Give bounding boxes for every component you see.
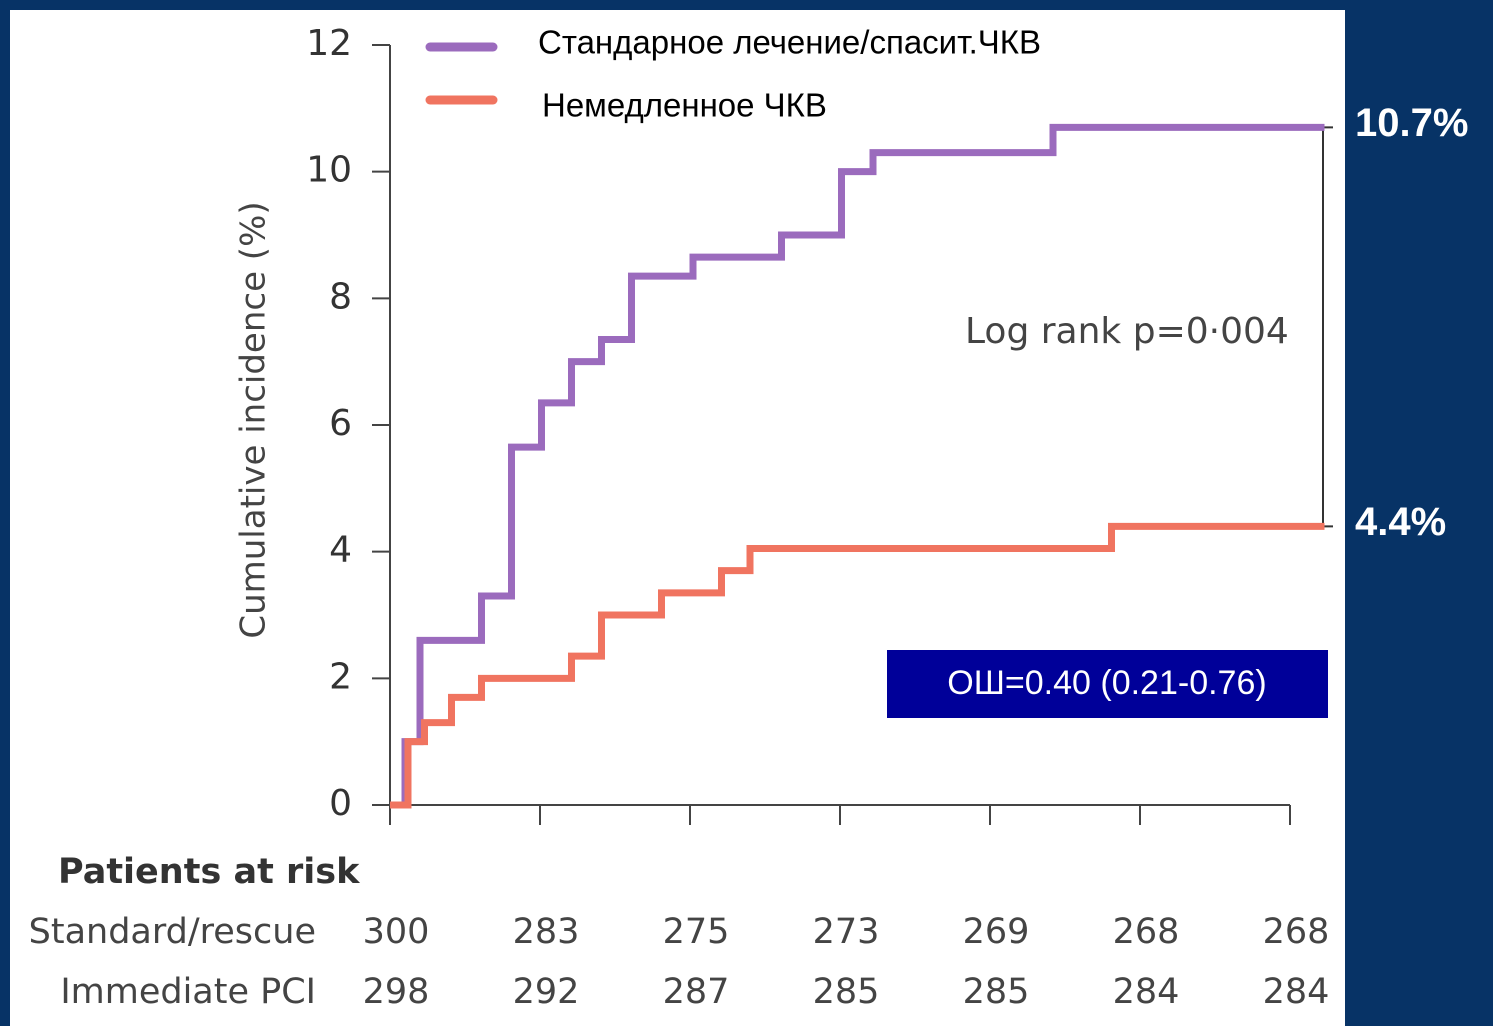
- step-line: [390, 522, 1325, 809]
- risk-row-label: Immediate PCI: [60, 972, 316, 1012]
- y-tick-label: 12: [306, 23, 352, 64]
- risk-value: 284: [1263, 972, 1330, 1012]
- annotation-box: [887, 650, 1328, 718]
- value-label: 10.7%: [1355, 101, 1468, 145]
- risk-value: 268: [1113, 912, 1180, 952]
- annotation: ОШ=0.40 (0.21-0.76): [947, 664, 1266, 702]
- y-tick-label: 6: [329, 403, 352, 444]
- risk-value: 269: [963, 912, 1030, 952]
- panel: [10, 10, 1345, 1026]
- risk-value: 275: [663, 912, 730, 952]
- risk-value: 298: [363, 972, 430, 1012]
- risk-value: 273: [813, 912, 880, 952]
- value-label: 4.4%: [1355, 500, 1446, 544]
- risk-value: 287: [663, 972, 730, 1012]
- risk-value: 292: [513, 972, 580, 1012]
- risk-value: 300: [363, 912, 430, 952]
- y-tick-label: 4: [329, 530, 352, 571]
- risk-row-label: Standard/rescue: [29, 912, 316, 952]
- risk-value: 285: [813, 972, 880, 1012]
- risk-value: 283: [513, 912, 580, 952]
- risk-value: 285: [963, 972, 1030, 1012]
- risk-value: 284: [1113, 972, 1180, 1012]
- annotation: Log rank p=0·004: [965, 311, 1289, 352]
- step-line: [390, 123, 1325, 809]
- risk-value: 268: [1263, 912, 1330, 952]
- y-tick-label: 0: [329, 783, 352, 824]
- legend-label: Стандарное лечение/спасит.ЧКВ: [538, 24, 1041, 61]
- y-tick-label: 8: [329, 276, 352, 317]
- y-tick-label: 10: [306, 150, 352, 191]
- y-tick-label: 2: [329, 656, 352, 697]
- legend-label: Немедленное ЧКВ: [542, 87, 827, 124]
- y-axis-label: Cumulative incidence (%): [234, 201, 274, 638]
- risk-table-title: Patients at risk: [58, 852, 360, 892]
